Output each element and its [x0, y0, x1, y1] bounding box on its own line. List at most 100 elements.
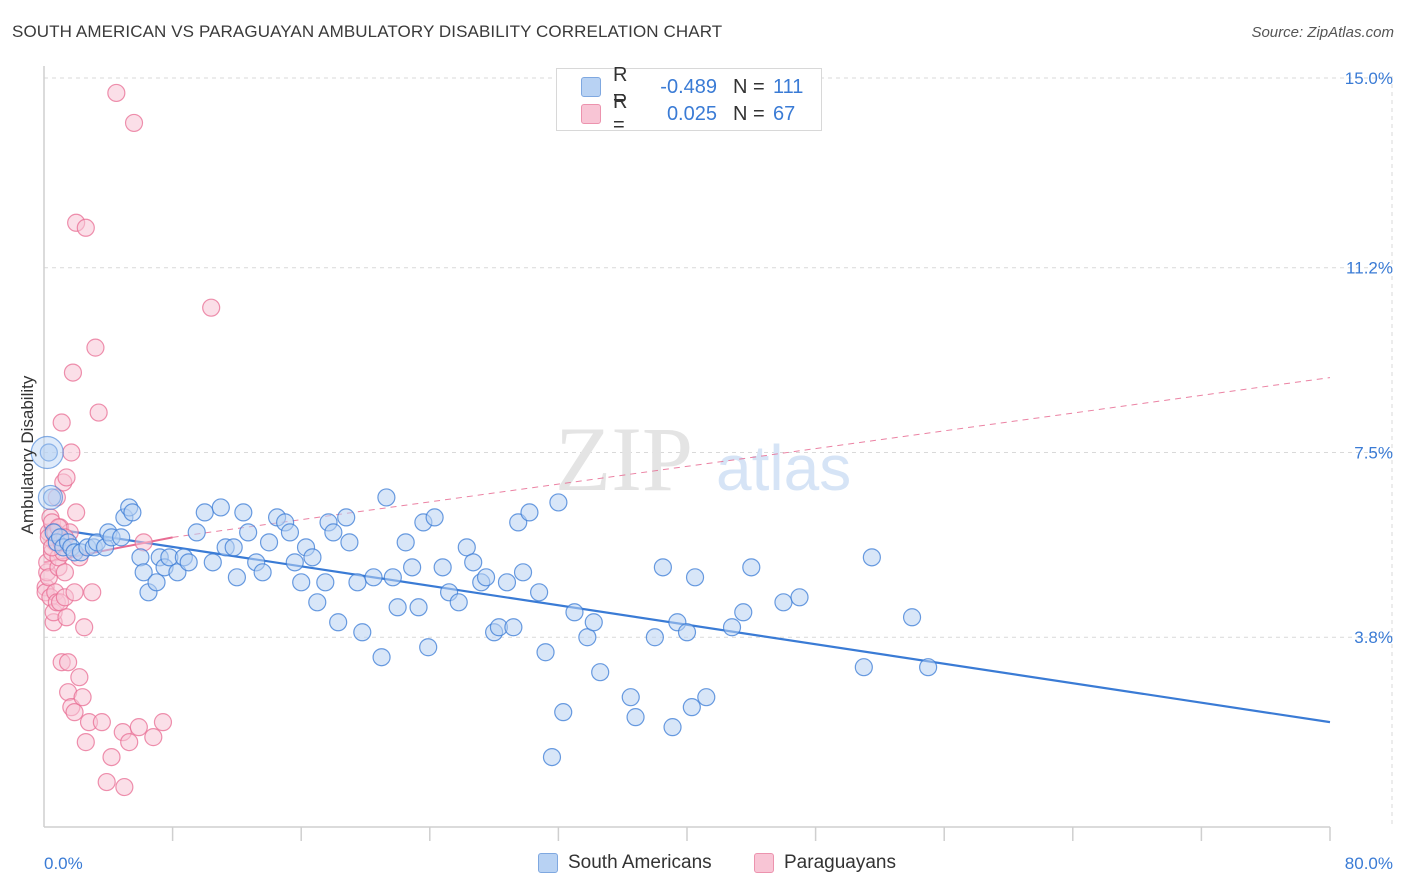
point-south-american: [203, 553, 222, 572]
point-paraguayan: [55, 563, 74, 582]
n-value: 67: [773, 102, 796, 125]
point-south-american: [340, 533, 359, 552]
point-south-american: [554, 703, 573, 722]
source-label: Source: ZipAtlas.com: [1251, 24, 1394, 41]
point-paraguayan: [59, 653, 78, 672]
point-paraguayan: [75, 618, 94, 637]
point-south-american: [497, 573, 517, 592]
point-south-american: [645, 628, 664, 647]
point-paraguayan: [144, 728, 163, 747]
point-south-american: [584, 613, 603, 632]
points-south-americans: [30, 435, 938, 767]
point-south-american: [280, 523, 300, 542]
point-paraguayan: [62, 443, 81, 462]
y-tick-label: 7.5%: [1354, 443, 1393, 462]
point-south-american-cluster: [37, 484, 64, 511]
point-south-american: [549, 493, 568, 512]
trend-line-paraguayans-extended: [172, 377, 1331, 538]
points-paraguayans: [36, 83, 221, 797]
point-south-american: [409, 598, 428, 617]
point-south-american: [134, 563, 153, 582]
point-south-american: [464, 553, 483, 572]
point-south-american: [364, 568, 383, 587]
watermark-atlas: atlas: [716, 432, 851, 504]
point-paraguayan: [63, 363, 83, 382]
point-south-american: [565, 603, 584, 622]
point-south-american: [403, 558, 422, 577]
point-south-american: [195, 503, 214, 522]
point-south-american: [39, 443, 58, 462]
point-south-american: [504, 618, 523, 637]
point-south-american: [112, 528, 131, 547]
point-south-american: [653, 558, 672, 577]
legend-row-paraguayans: R = 0.025 N = 67: [581, 91, 796, 136]
point-south-american: [187, 523, 206, 542]
legend-label-south-americans: South Americans: [568, 852, 712, 873]
point-south-american: [682, 698, 701, 717]
point-south-american: [742, 558, 761, 577]
point-paraguayan: [102, 747, 121, 767]
stats-legend: R = -0.489 N = 111 R = 0.025 N = 67: [556, 64, 822, 136]
series-legend: South Americans Paraguayans: [0, 852, 1406, 876]
point-south-american: [542, 747, 562, 767]
point-paraguayan: [67, 503, 86, 522]
point-south-american: [513, 563, 533, 582]
point-south-american: [396, 533, 415, 552]
point-south-american: [433, 558, 452, 577]
legend-item-south-americans[interactable]: South Americans: [538, 852, 712, 874]
point-south-american: [377, 488, 396, 507]
n-label: N =: [733, 75, 765, 98]
point-south-american: [353, 623, 372, 642]
point-south-american: [324, 523, 343, 542]
point-south-american: [449, 593, 468, 612]
point-south-american: [329, 613, 348, 632]
point-south-american: [862, 548, 881, 567]
point-south-american: [790, 588, 809, 607]
point-paraguayan: [65, 703, 84, 722]
point-south-american: [621, 688, 640, 707]
point-south-american: [520, 503, 539, 522]
x-tick-labels: 0.0% 80.0%: [44, 854, 1393, 873]
point-paraguayan: [65, 583, 84, 602]
point-south-american: [147, 573, 166, 592]
point-south-american: [530, 583, 549, 602]
point-paraguayan: [129, 718, 148, 737]
point-south-american: [348, 573, 367, 592]
point-paraguayan: [153, 713, 173, 732]
point-south-american: [383, 568, 402, 587]
point-south-american: [663, 718, 682, 737]
point-paraguayan: [115, 777, 134, 797]
gridlines: [44, 76, 1393, 827]
point-paraguayan: [70, 668, 89, 687]
point-south-american: [239, 523, 258, 542]
watermark: ZIP atlas: [555, 408, 851, 510]
point-south-american: [902, 608, 922, 627]
point-paraguayan: [57, 608, 76, 627]
n-value: 111: [773, 75, 804, 98]
point-south-american: [234, 503, 253, 522]
legend-swatch-pink: [754, 853, 774, 873]
point-south-american: [131, 548, 150, 567]
point-south-american: [536, 643, 555, 662]
chart-title: SOUTH AMERICAN VS PARAGUAYAN AMBULATORY …: [12, 22, 723, 41]
point-south-american: [476, 568, 496, 587]
y-tick-label: 15.0%: [1345, 69, 1393, 88]
point-south-american: [457, 538, 476, 557]
x-tick-label: 80.0%: [1345, 854, 1393, 873]
y-tick-label: 3.8%: [1354, 628, 1393, 647]
legend-row-south-americans: R = -0.489 N = 111: [581, 64, 804, 109]
point-paraguayan: [107, 83, 126, 103]
point-south-american: [388, 598, 407, 617]
legend-label-paraguayans: Paraguayans: [784, 852, 896, 873]
point-paraguayan: [97, 772, 116, 792]
legend-item-paraguayans[interactable]: Paraguayans: [754, 852, 896, 874]
watermark-zip: ZIP: [555, 408, 693, 510]
n-label: N =: [733, 102, 765, 125]
point-south-american: [316, 573, 335, 592]
point-south-american: [722, 618, 742, 637]
point-paraguayan: [92, 713, 111, 732]
point-south-american: [677, 623, 697, 642]
point-south-american: [685, 568, 705, 587]
point-paraguayan: [89, 403, 108, 422]
point-south-american: [292, 573, 311, 592]
